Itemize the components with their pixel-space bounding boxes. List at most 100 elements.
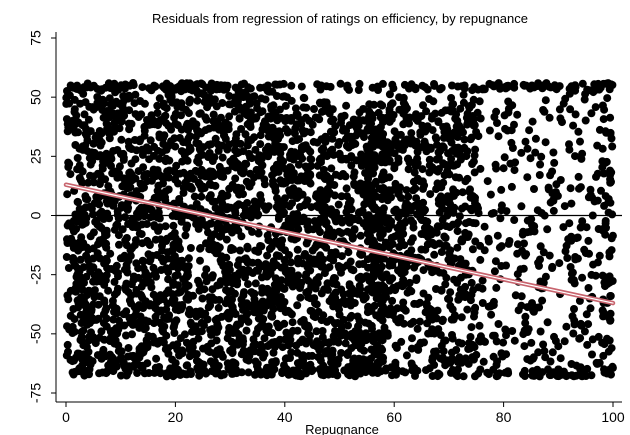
data-point (164, 349, 173, 358)
data-point (409, 186, 418, 195)
data-point (136, 97, 145, 105)
data-point (108, 102, 117, 110)
data-point (413, 210, 422, 219)
data-point (197, 327, 206, 336)
data-point (343, 192, 351, 201)
data-point (225, 224, 234, 233)
data-point (526, 356, 535, 365)
data-point (415, 317, 424, 326)
data-point (121, 285, 130, 294)
data-point (365, 361, 374, 370)
data-point (439, 347, 448, 356)
data-point (260, 334, 269, 343)
data-point (341, 339, 350, 348)
data-point (400, 137, 409, 146)
data-point (535, 261, 543, 270)
data-point (287, 310, 296, 319)
data-point (319, 165, 328, 174)
data-point (110, 359, 119, 368)
data-point (536, 160, 545, 169)
data-point (577, 321, 586, 330)
data-point (420, 230, 429, 239)
data-point (198, 294, 207, 303)
data-point (254, 210, 263, 219)
data-point (250, 295, 259, 304)
data-point (456, 104, 465, 113)
data-point (487, 310, 496, 319)
data-point (85, 287, 94, 296)
data-point (110, 118, 119, 127)
data-point (306, 147, 315, 156)
data-point (569, 121, 578, 130)
data-point (115, 316, 123, 325)
data-point (356, 179, 365, 188)
data-point (239, 147, 248, 156)
data-point (85, 366, 93, 374)
data-point (409, 223, 418, 232)
data-points-layer (62, 79, 617, 381)
data-point (355, 316, 364, 325)
data-point (63, 93, 71, 102)
data-point (89, 178, 98, 187)
data-point (285, 251, 293, 259)
data-point (478, 299, 487, 307)
data-point (252, 99, 261, 108)
data-point (67, 117, 76, 126)
data-point (315, 98, 324, 107)
data-point (420, 124, 429, 133)
data-point (607, 234, 616, 243)
data-point (123, 205, 132, 214)
data-point (442, 222, 451, 231)
data-point (403, 154, 412, 163)
data-point (120, 321, 129, 330)
data-point (71, 141, 80, 149)
chart-title: Residuals from regression of ratings on … (152, 11, 528, 26)
data-point (207, 339, 216, 348)
data-point (263, 342, 272, 350)
data-point (227, 246, 235, 254)
data-point (590, 197, 599, 206)
data-point (256, 140, 265, 149)
data-point (194, 276, 202, 285)
data-point (599, 308, 608, 317)
data-point (343, 203, 352, 212)
data-point (298, 361, 307, 370)
data-point (581, 116, 590, 125)
data-point (413, 300, 422, 308)
data-point (513, 270, 522, 279)
data-point (246, 169, 255, 178)
data-point (587, 109, 596, 118)
data-point (289, 155, 298, 164)
data-point (125, 106, 134, 115)
data-point (123, 174, 132, 182)
data-point (337, 322, 346, 331)
data-point (561, 94, 570, 103)
data-point (309, 341, 318, 349)
data-point (525, 126, 534, 135)
data-point (97, 354, 106, 363)
data-point (73, 367, 82, 376)
data-point (176, 288, 185, 296)
data-point (572, 234, 581, 243)
data-point (335, 138, 344, 146)
data-point (247, 301, 256, 310)
data-point (460, 81, 469, 90)
data-point (390, 127, 399, 136)
data-point (388, 296, 397, 305)
data-point (172, 161, 181, 170)
data-point (443, 206, 452, 215)
data-point (163, 248, 172, 257)
data-point (286, 266, 295, 275)
data-point (304, 225, 313, 234)
data-point (197, 192, 206, 201)
data-point (202, 265, 211, 274)
data-point (541, 272, 550, 281)
data-point (309, 312, 318, 321)
data-point (250, 347, 259, 356)
data-point (548, 348, 557, 357)
data-point (376, 263, 385, 272)
data-point (546, 371, 555, 380)
data-point (435, 370, 444, 379)
data-point (387, 193, 395, 202)
data-point (261, 260, 270, 269)
